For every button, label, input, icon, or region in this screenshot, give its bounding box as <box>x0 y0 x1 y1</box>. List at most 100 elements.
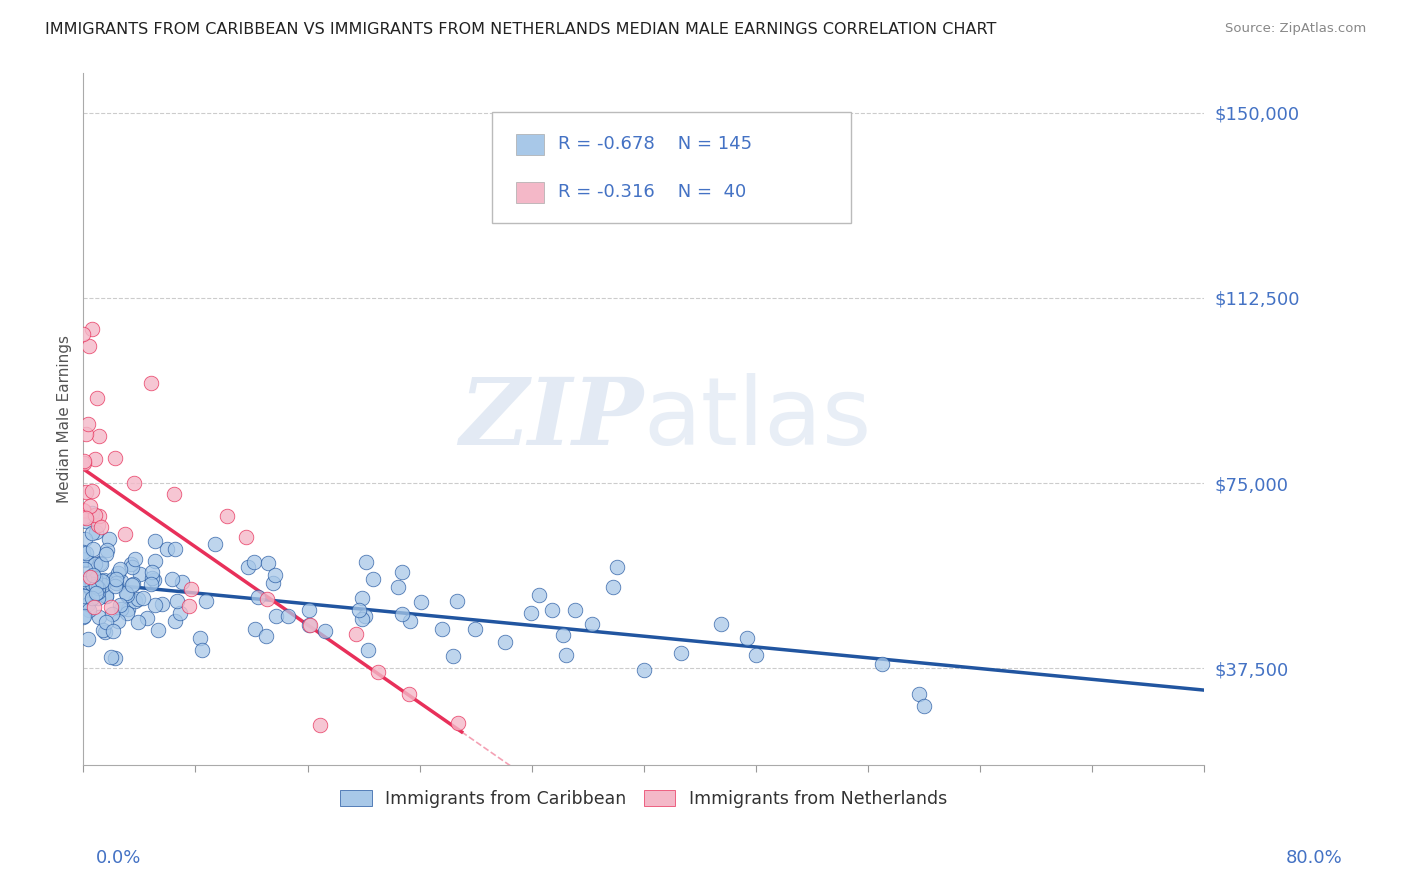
Point <box>122 577 145 591</box>
Point <box>163 615 186 629</box>
Point <box>82 591 104 605</box>
Point <box>84 451 107 466</box>
Point <box>77 339 100 353</box>
Point <box>76 574 98 589</box>
Point <box>76 417 98 431</box>
Point <box>110 598 132 612</box>
Point <box>122 476 145 491</box>
Point <box>103 651 125 665</box>
Point <box>139 577 162 591</box>
Point <box>298 618 321 632</box>
Point <box>870 657 893 671</box>
Point <box>115 586 138 600</box>
Point <box>361 573 384 587</box>
Point <box>80 583 103 598</box>
Point <box>188 632 211 646</box>
Point <box>148 623 170 637</box>
Point <box>236 559 259 574</box>
Point <box>83 508 105 522</box>
Point <box>80 525 103 540</box>
Point <box>256 592 278 607</box>
Point <box>347 603 370 617</box>
Point <box>93 578 115 592</box>
Point <box>87 585 110 599</box>
Point <box>399 614 422 628</box>
Point <box>581 616 603 631</box>
Point <box>79 570 101 584</box>
Point <box>391 607 413 621</box>
Point <box>94 615 117 630</box>
Point <box>127 615 149 629</box>
Point <box>87 610 110 624</box>
Point <box>83 599 105 614</box>
Point <box>606 560 628 574</box>
Point <box>96 589 118 603</box>
Point <box>254 629 277 643</box>
Point <box>309 718 332 732</box>
Point <box>73 589 96 603</box>
Point <box>73 504 96 518</box>
Point <box>101 607 124 622</box>
Point <box>464 623 486 637</box>
Point <box>100 649 122 664</box>
Point <box>75 514 97 528</box>
Point <box>912 698 935 713</box>
Point <box>352 591 374 606</box>
Point <box>72 503 94 517</box>
Point <box>121 560 143 574</box>
Point <box>72 326 94 341</box>
Point <box>298 603 321 617</box>
Point <box>86 392 108 406</box>
Point <box>83 571 105 585</box>
Point <box>93 575 115 590</box>
Point <box>104 451 127 466</box>
Point <box>87 591 110 606</box>
Point <box>104 576 127 591</box>
Point <box>243 622 266 636</box>
Point <box>104 573 127 587</box>
Point <box>162 573 184 587</box>
Point <box>235 530 257 544</box>
Point <box>141 565 163 579</box>
Point <box>520 607 543 621</box>
Point <box>75 532 97 546</box>
Point <box>90 558 112 572</box>
Point <box>142 573 165 587</box>
Point <box>266 608 288 623</box>
Point <box>139 376 162 390</box>
Point <box>150 597 173 611</box>
Point <box>84 586 107 600</box>
Legend: Immigrants from Caribbean, Immigrants from Netherlands: Immigrants from Caribbean, Immigrants fr… <box>333 783 955 815</box>
Point <box>354 555 377 569</box>
Point <box>86 582 108 596</box>
Point <box>80 506 103 520</box>
Point <box>72 545 94 559</box>
Point <box>564 603 586 617</box>
Point <box>494 635 516 649</box>
Point <box>75 551 97 566</box>
Point <box>82 567 104 582</box>
Point <box>441 649 464 664</box>
Point <box>97 532 120 546</box>
Point <box>114 527 136 541</box>
Point <box>744 648 766 662</box>
Point <box>107 566 129 580</box>
Point <box>344 627 367 641</box>
Point <box>84 525 107 540</box>
Y-axis label: Median Male Earnings: Median Male Earnings <box>58 334 72 503</box>
Point <box>80 569 103 583</box>
Point <box>129 567 152 582</box>
Point <box>101 624 124 639</box>
Point <box>446 594 468 608</box>
Point <box>91 574 114 588</box>
Point <box>242 555 264 569</box>
Point <box>82 542 104 557</box>
Point <box>72 610 94 624</box>
Point <box>73 572 96 586</box>
Point <box>94 589 117 603</box>
Text: IMMIGRANTS FROM CARIBBEAN VS IMMIGRANTS FROM NETHERLANDS MEDIAN MALE EARNINGS CO: IMMIGRANTS FROM CARIBBEAN VS IMMIGRANTS … <box>45 22 997 37</box>
Text: 0.0%: 0.0% <box>96 849 141 867</box>
Point <box>124 551 146 566</box>
Point <box>120 558 142 572</box>
Point <box>117 602 139 616</box>
